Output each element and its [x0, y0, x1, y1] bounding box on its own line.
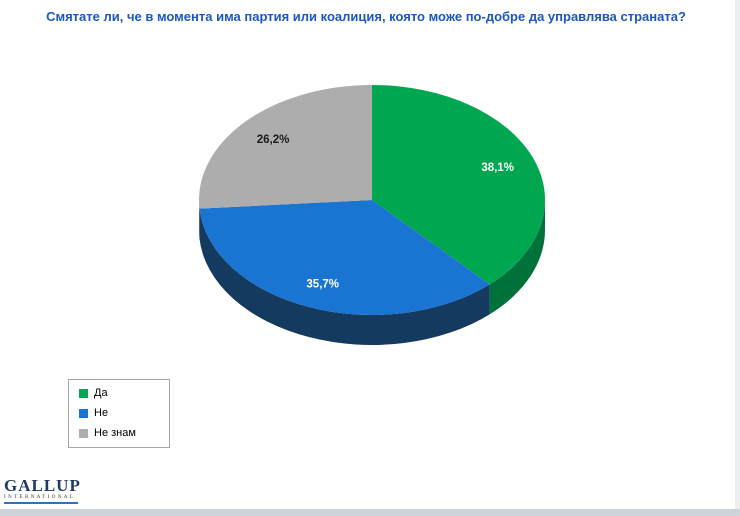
pie-slice-0 [372, 85, 546, 285]
pie-slice-side [199, 208, 490, 345]
pie-slice-label: 35,7% [306, 279, 339, 291]
legend-item-2: Не знам [79, 428, 157, 439]
legend-swatch [79, 429, 88, 438]
legend-swatch [79, 409, 88, 418]
legend-label: Не [94, 407, 109, 419]
pie-slice-label: 38,1% [481, 162, 514, 174]
gallup-logo-subtext: INTERNATIONAL [4, 495, 76, 500]
legend-label: Не знам [94, 427, 136, 439]
gallup-logo: GALLUP INTERNATIONAL [4, 477, 81, 504]
gallup-logo-text: GALLUP [4, 476, 81, 495]
pie-slice-2 [199, 84, 372, 209]
pie-slice-side [489, 200, 545, 315]
legend-item-1: Не [79, 408, 157, 419]
legend-swatch [79, 389, 88, 398]
chart-title: Смятате ли, че в момента има партия или … [46, 9, 686, 24]
legend-item-0: Да [79, 388, 157, 399]
legend: Да Не Не знам [68, 379, 170, 448]
legend-label: Да [94, 387, 108, 399]
pie-slice-label: 26,2% [257, 134, 290, 146]
gallup-logo-underline [4, 502, 78, 504]
pie-slice-1 [199, 200, 490, 315]
page-edge-right [735, 0, 740, 516]
page-edge-bottom [0, 509, 740, 516]
